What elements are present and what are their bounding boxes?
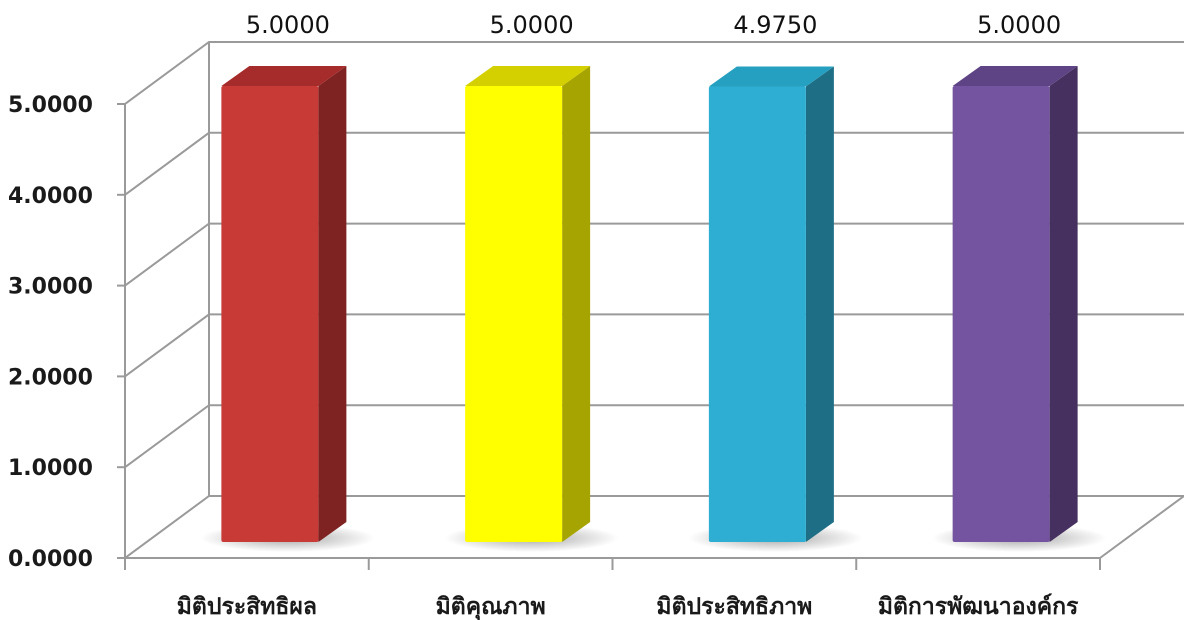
x-tick-label: มิติคุณภาพ	[436, 594, 546, 620]
bar-top	[465, 66, 591, 86]
y-tick-label: 3.0000	[8, 275, 93, 300]
data-labels: 5.0000 5.0000 4.9750 5.0000	[246, 11, 1061, 39]
bar	[200, 66, 376, 552]
bar-front	[465, 86, 563, 542]
bar-top	[221, 66, 347, 86]
bar-side	[562, 66, 591, 542]
chart-bars	[200, 66, 1107, 552]
chart-gridlines	[124, 41, 1184, 559]
x-tick-label: มิติประสิทธิผล	[177, 594, 317, 620]
bar	[931, 66, 1107, 552]
x-tick-label: มิติประสิทธิภาพ	[656, 594, 812, 620]
bar-side	[805, 66, 834, 542]
data-label: 5.0000	[490, 11, 574, 39]
gridline	[124, 131, 1184, 196]
y-tick-label: 2.0000	[8, 365, 93, 390]
bar-front	[952, 86, 1050, 542]
chart-axes	[117, 103, 1184, 570]
gridline	[124, 404, 1184, 469]
y-tick-label: 1.0000	[8, 456, 93, 481]
gridline	[124, 495, 1184, 559]
bar-front	[708, 86, 806, 542]
bar-front	[221, 86, 319, 542]
gridline	[124, 222, 1184, 287]
y-tick-label: 4.0000	[8, 184, 93, 209]
bar-side	[318, 66, 347, 542]
data-label: 5.0000	[977, 11, 1061, 39]
y-tick-label: 0.0000	[8, 547, 93, 572]
bar-top	[708, 66, 834, 87]
bar	[444, 66, 619, 552]
x-axis-labels: มิติประสิทธิผล มิติคุณภาพ มิติประสิทธิภาพ ม…	[177, 593, 1079, 620]
data-label: 5.0000	[246, 11, 330, 39]
bar	[688, 66, 863, 552]
bar-side	[1049, 66, 1078, 542]
x-tick-label: มิติการพัฒนาองค์กร	[878, 593, 1079, 620]
data-label: 4.9750	[733, 11, 817, 39]
floor-right-edge	[1099, 495, 1184, 559]
gridline	[124, 313, 1184, 378]
y-axis-ticks: 0.0000 1.0000 2.0000 3.0000 4.0000 5.0000	[8, 93, 93, 572]
y-tick-label: 5.0000	[8, 93, 93, 118]
bar-top	[952, 66, 1078, 86]
gridline	[124, 41, 1184, 105]
